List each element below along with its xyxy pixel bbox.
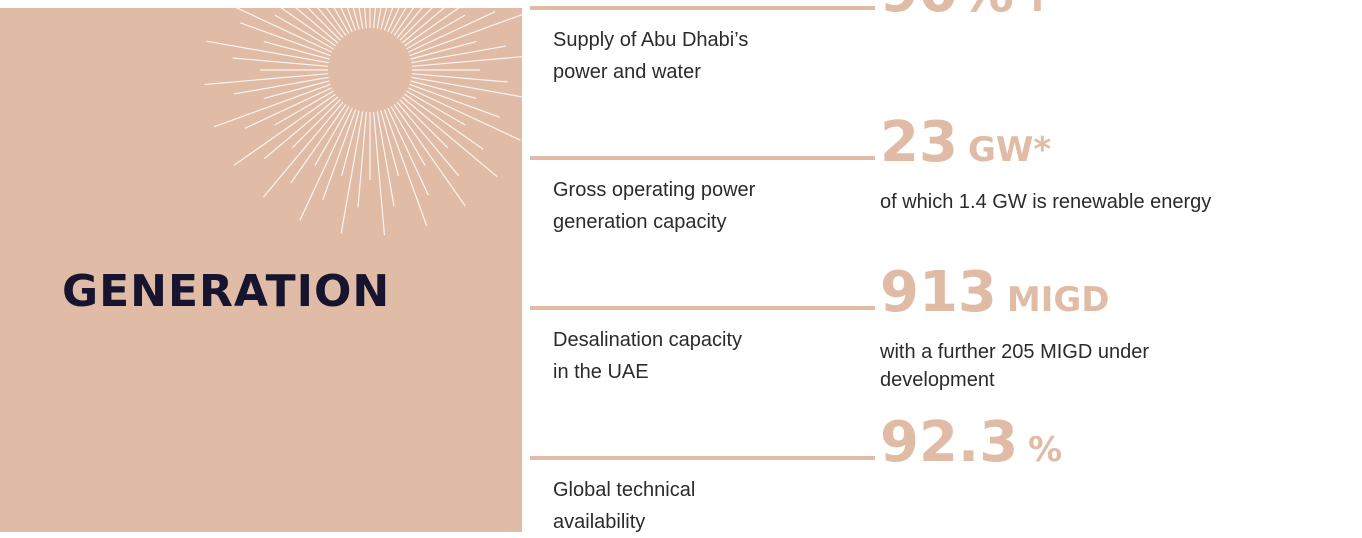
sun-ray xyxy=(411,46,506,63)
sun-ray xyxy=(205,74,329,85)
sun-ray xyxy=(233,58,329,66)
figure: 90%+ xyxy=(880,0,1061,25)
label-line: Global technical xyxy=(553,474,695,506)
divider xyxy=(530,456,875,460)
panel-title: GENERATION xyxy=(62,266,390,317)
sun-ray xyxy=(412,56,522,67)
divider xyxy=(530,156,875,160)
label-line: availability xyxy=(553,506,695,538)
sun-ray xyxy=(341,111,363,233)
sun-ray xyxy=(388,108,429,195)
stat-note: of which 1.4 GW is renewable energy xyxy=(880,188,1211,216)
sun-ray xyxy=(377,111,394,206)
sun-ray xyxy=(245,88,332,129)
sun-ray xyxy=(291,104,346,183)
label-line: power and water xyxy=(553,56,748,88)
label-line: Supply of Abu Dhabi’s xyxy=(553,24,748,56)
note-line: of which 1.4 GW is renewable energy xyxy=(880,188,1211,216)
sun-ray xyxy=(384,109,426,226)
sun-ray xyxy=(388,8,440,32)
sun-ray xyxy=(408,12,495,53)
sun-ray xyxy=(358,112,366,208)
divider xyxy=(530,306,875,310)
sun-ray xyxy=(264,97,338,159)
unit: MIGD xyxy=(1007,280,1110,320)
stat-figure: 90%+ xyxy=(880,0,1061,25)
note-line: development xyxy=(880,366,1149,394)
figure: 913 xyxy=(880,260,997,325)
note-line: with a further 205 MIGD under xyxy=(880,338,1149,366)
unit: % xyxy=(1028,430,1062,470)
unit: GW* xyxy=(968,130,1051,170)
divider xyxy=(530,6,875,10)
label-line: generation capacity xyxy=(553,206,755,238)
sun-ray xyxy=(397,102,459,176)
stat-label: Supply of Abu Dhabi’spower and water xyxy=(553,24,748,88)
sun-ray xyxy=(214,84,331,126)
label-line: Gross operating power xyxy=(553,174,755,206)
page: GENERATION Supply of Abu Dhabi’spower an… xyxy=(0,0,1362,532)
sun-ray xyxy=(404,94,483,149)
sun-ray xyxy=(234,77,329,94)
sun-ray xyxy=(409,13,522,55)
sun-ray xyxy=(412,74,508,82)
sun-ray xyxy=(207,41,329,63)
label-line: in the UAE xyxy=(553,356,742,388)
label-line: Desalination capacity xyxy=(553,324,742,356)
sun-ray xyxy=(374,112,385,236)
figure: 92.3 xyxy=(880,410,1018,475)
stat-figure: 92.3% xyxy=(880,410,1062,475)
side-panel: GENERATION xyxy=(0,8,522,532)
figure: 23 xyxy=(880,110,958,175)
